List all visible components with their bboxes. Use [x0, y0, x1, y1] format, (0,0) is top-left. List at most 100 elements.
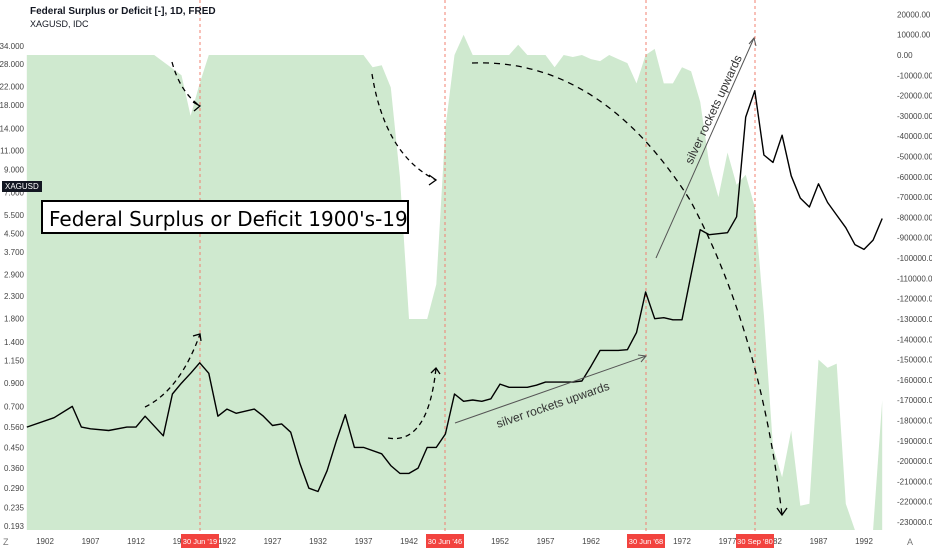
left-axis-tick-10: 1.800: [4, 315, 25, 324]
x-axis-tick-16: 1992: [855, 537, 873, 546]
deficit-area: [26, 34, 883, 530]
x-axis-tick-2: 1912: [127, 537, 145, 546]
x-axis-tick-4: 1922: [218, 537, 236, 546]
left-axis-tick-21: 22.000: [0, 82, 25, 91]
dashed-arrow-3: [144, 333, 201, 408]
right-axis-tick-1: 10000.00: [897, 31, 931, 40]
right-axis-tick-11: -90000.00: [897, 234, 932, 243]
dashed-arrow-1-head: [192, 101, 202, 112]
left-axis-tick-17: 9.000: [4, 165, 25, 174]
event-marker-label-4: 30 Sep '80: [737, 537, 773, 546]
event-marker-bg-4: [736, 534, 774, 548]
deficit-area-layer: [26, 34, 883, 530]
event-marker-bg-3: [627, 534, 665, 548]
right-axis-tick-18: -160000.00: [897, 376, 932, 385]
x-axis-tick-8: 1942: [400, 537, 418, 546]
right-axis-tick-24: -220000.00: [897, 498, 932, 507]
left-axis-tick-22: 28.000: [0, 60, 25, 69]
left-axis-tick-15: 5.500: [4, 211, 25, 220]
dashed-arrow-2-head: [428, 174, 438, 186]
silver-price-layer: [26, 90, 883, 493]
right-axis-tick-8: -60000.00: [897, 173, 932, 182]
left-axis-tick-8: 1.150: [4, 356, 25, 365]
event-date-markers: 30 Jun '19 30 Jun '46 30 Jun '68 30 Sep '80: [181, 534, 774, 548]
dashed-arrow-4-head: [430, 366, 441, 375]
right-axis-tick-10: -80000.00: [897, 213, 932, 222]
left-axis-tick-12: 2.900: [4, 271, 25, 280]
right-axis-tick-0: 20000.00: [897, 10, 931, 19]
event-marker-label-1: 30 Jun '19: [183, 537, 217, 546]
chart-header-series: Federal Surplus or Deficit [-], 1D, FRED: [30, 6, 216, 17]
left-axis-tick-9: 1.400: [4, 338, 25, 347]
x-axis-tick-10: 1957: [537, 537, 555, 546]
rockets-arrow-1-head: [637, 354, 647, 363]
dashed-arrow-5: [471, 62, 783, 516]
right-axis-tick-6: -40000.00: [897, 132, 932, 141]
right-axis-tick-14: -120000.00: [897, 295, 932, 304]
right-axis-tick-20: -180000.00: [897, 417, 932, 426]
right-axis-tick-7: -50000.00: [897, 153, 932, 162]
time-axis: 1902190719121917192219271932193719421952…: [36, 537, 873, 546]
left-axis-tick-1: 0.235: [4, 504, 25, 513]
right-deficit-axis: 20000.00 10000.00 0.00 -10000.00 -20000.00 -3…: [897, 10, 932, 527]
right-axis-tick-22: -200000.00: [897, 457, 932, 466]
x-axis-tick-5: 1927: [264, 537, 282, 546]
event-lines: [199, 0, 756, 534]
x-axis-tick-11: 1962: [582, 537, 600, 546]
event-marker-bg-2: [426, 534, 464, 548]
left-axis-tick-19: 14.000: [0, 124, 25, 133]
price-tag: XAGUSD: [2, 181, 42, 192]
right-axis-tick-3: -10000.00: [897, 71, 932, 80]
left-axis-tick-13: 3.700: [4, 248, 25, 257]
right-axis-tick-15: -130000.00: [897, 315, 932, 324]
right-axis-tick-16: -140000.00: [897, 335, 932, 344]
x-axis-tick-1: 1907: [82, 537, 100, 546]
left-axis-tick-20: 18.000: [0, 101, 25, 110]
left-axis-tick-6: 0.700: [4, 402, 25, 411]
right-axis-tick-23: -210000.00: [897, 477, 932, 486]
silver-price-line: [26, 90, 883, 493]
dashed-arrow-5-head: [776, 507, 788, 517]
chart-title-box: Federal Surplus or Deficit 1900's-1980's: [41, 200, 409, 234]
right-axis-tick-2: 0.00: [897, 51, 913, 60]
right-axis-tick-21: -190000.00: [897, 437, 932, 446]
left-axis-tick-11: 2.300: [4, 292, 25, 301]
right-axis-tick-9: -70000.00: [897, 193, 932, 202]
left-axis-tick-2: 0.290: [4, 484, 25, 493]
dashed-annotation-arrows: [144, 61, 788, 517]
left-axis-tick-0: 0.193: [4, 522, 25, 531]
dashed-arrow-4: [387, 367, 437, 440]
right-axis-tick-17: -150000.00: [897, 356, 932, 365]
left-axis-tick-7: 0.900: [4, 379, 25, 388]
left-price-axis: 0.193 0.235 0.290 0.360 0.450 0.560 0.700 0.900…: [0, 42, 25, 531]
right-axis-tick-19: -170000.00: [897, 396, 932, 405]
left-axis-tick-14: 4.500: [4, 230, 25, 239]
event-marker-label-3: 30 Jun '68: [629, 537, 663, 546]
right-axis-tick-12: -100000.00: [897, 254, 932, 263]
right-axis-tick-13: -110000.00: [897, 274, 932, 283]
left-axis-tick-3: 0.360: [4, 464, 25, 473]
x-axis-tick-0: 1902: [36, 537, 54, 546]
left-axis-tick-4: 0.450: [4, 443, 25, 452]
left-axis-tick-5: 0.560: [4, 423, 25, 432]
right-axis-tick-4: -20000.00: [897, 92, 932, 101]
zoom-corner-label[interactable]: Z: [3, 537, 9, 547]
event-marker-label-2: 30 Jun '46: [428, 537, 462, 546]
right-axis-tick-5: -30000.00: [897, 112, 932, 121]
left-axis-tick-18: 11.000: [0, 147, 24, 156]
event-marker-bg-1: [181, 534, 219, 548]
left-axis-tick-16: 7.000: [4, 189, 25, 198]
rockets-arrow-2-head: [748, 36, 757, 47]
x-axis-tick-6: 1932: [309, 537, 327, 546]
x-axis-tick-13: 1977: [719, 537, 737, 546]
left-axis-tick-23: 34.000: [0, 42, 25, 51]
x-axis-tick-12: 1972: [673, 537, 691, 546]
x-axis-tick-7: 1937: [355, 537, 373, 546]
right-axis-tick-25: -230000.00: [897, 518, 932, 527]
auto-scale-corner-label[interactable]: A: [907, 537, 914, 547]
x-axis-tick-15: 1987: [810, 537, 828, 546]
rockets-arrow-2: [655, 37, 755, 259]
rockets-arrow-1: [454, 355, 647, 424]
chart-header-symbol: XAGUSD, IDC: [30, 19, 89, 29]
